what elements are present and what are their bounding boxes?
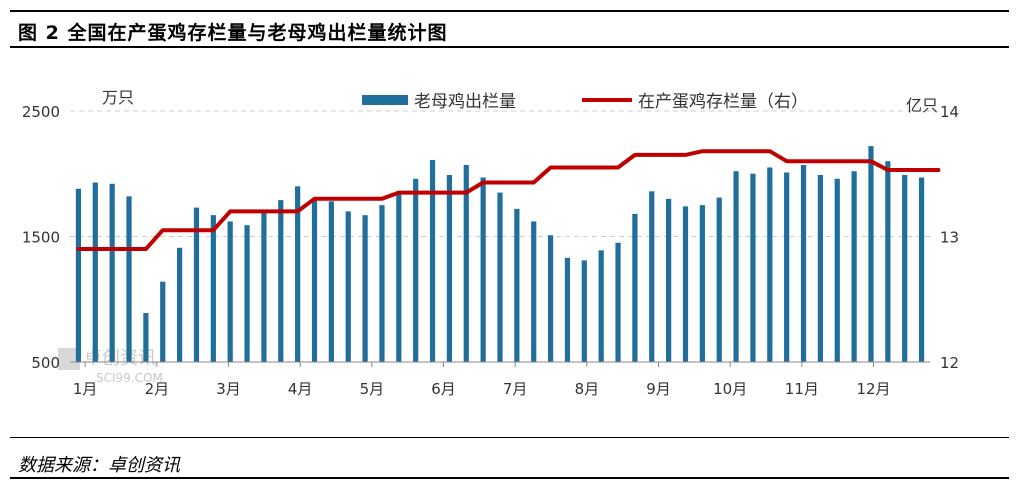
bar	[851, 171, 857, 362]
legend-label-bars: 老母鸡出栏量	[414, 92, 516, 112]
bar	[210, 215, 216, 362]
bar	[918, 177, 925, 362]
bar	[547, 235, 554, 362]
left-tick-label: 1500	[22, 229, 60, 247]
x-tick-label: 12月	[856, 380, 890, 398]
bar	[362, 215, 368, 362]
line-path	[76, 149, 941, 251]
bar	[244, 225, 250, 362]
x-tick-label: 11月	[785, 380, 819, 398]
x-tick-label: 4月	[288, 380, 313, 398]
left-tick-label: 2500	[22, 103, 60, 121]
x-tick-label: 10月	[713, 380, 747, 398]
bar	[784, 172, 790, 362]
bar	[143, 313, 149, 362]
right-tick-label: 12	[940, 354, 959, 372]
bar	[345, 211, 351, 362]
bar	[531, 221, 537, 362]
title-rule	[10, 46, 1009, 48]
bar	[295, 186, 301, 362]
bar	[632, 213, 638, 362]
left-axis-unit: 万只	[102, 88, 134, 107]
left-tick-label: 500	[31, 354, 60, 372]
bar	[177, 247, 183, 362]
bar	[868, 146, 874, 362]
bar	[767, 167, 773, 362]
bar	[261, 211, 267, 362]
footer-rule-top	[10, 437, 1009, 438]
bar	[446, 175, 453, 362]
x-tick-label: 7月	[503, 380, 528, 398]
x-tick-label: 3月	[216, 380, 241, 398]
bar	[109, 183, 115, 362]
bar	[311, 198, 318, 362]
axes: 2500 1500 500 14 13 12 1月 2月 3月 4月 5月 6月 7月 8月 9月 10月 11…	[22, 103, 959, 398]
bar	[682, 206, 689, 362]
bar	[564, 257, 571, 362]
bar	[396, 191, 402, 362]
bar	[834, 178, 840, 362]
bar	[193, 207, 200, 362]
x-tick-label: 5月	[360, 380, 385, 398]
bar	[902, 175, 908, 362]
bar	[649, 191, 655, 362]
source-note: 数据来源：卓创资讯	[18, 455, 180, 476]
bar	[75, 188, 82, 362]
bar	[666, 198, 672, 362]
bar	[581, 260, 587, 362]
right-axis-unit: 亿只	[906, 96, 938, 115]
bar	[227, 221, 233, 362]
bar	[480, 177, 486, 362]
x-tick-label: 8月	[575, 380, 600, 398]
bar	[699, 205, 705, 362]
bar	[463, 164, 469, 362]
line-series	[76, 149, 941, 251]
bar	[328, 201, 334, 362]
bar	[92, 182, 98, 362]
watermark-logo	[58, 348, 80, 370]
bar	[817, 175, 823, 362]
figure-title: 图 2 全国在产蛋鸡存栏量与老母鸡出栏量统计图	[18, 22, 448, 44]
x-tick-label: 1月	[73, 380, 98, 398]
bar	[497, 192, 503, 362]
x-tick-label: 9月	[646, 380, 671, 398]
x-tick-label: 6月	[431, 380, 456, 398]
x-tick-label: 2月	[145, 380, 170, 398]
bar	[160, 281, 166, 362]
bar	[800, 164, 807, 362]
bar	[379, 205, 385, 362]
bar	[278, 200, 284, 362]
bar	[429, 159, 436, 362]
bar	[598, 250, 604, 362]
legend-swatch-bars	[362, 95, 408, 105]
bar	[615, 242, 621, 362]
watermark-subtext: SCI99.COM	[96, 371, 163, 385]
watermark: 卓创资讯 SCI99.COM	[58, 348, 163, 385]
bar	[126, 196, 132, 362]
bar-series	[75, 146, 925, 362]
bar	[750, 173, 756, 362]
right-tick-label: 13	[940, 229, 959, 247]
bar	[733, 171, 739, 362]
bar	[716, 197, 722, 362]
bar	[514, 208, 520, 362]
legend-label-line: 在产蛋鸡存栏量（右）	[638, 92, 808, 112]
footer-rule-bottom	[10, 477, 1009, 479]
bar	[885, 161, 891, 362]
top-rule	[10, 10, 1009, 12]
legend: 老母鸡出栏量 在产蛋鸡存栏量（右）	[362, 92, 808, 112]
watermark-text: 卓创资讯	[84, 348, 156, 369]
right-tick-label: 14	[940, 103, 959, 121]
bar	[413, 178, 419, 362]
